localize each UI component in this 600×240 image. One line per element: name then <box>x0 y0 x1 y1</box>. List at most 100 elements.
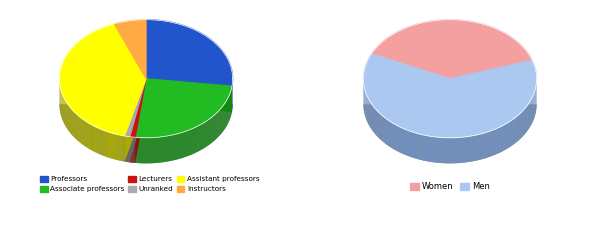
Polygon shape <box>416 133 418 159</box>
Polygon shape <box>94 126 95 152</box>
Polygon shape <box>431 136 432 162</box>
Polygon shape <box>517 115 518 141</box>
Polygon shape <box>122 136 124 161</box>
Polygon shape <box>384 117 385 143</box>
Polygon shape <box>92 125 93 151</box>
Polygon shape <box>379 112 380 139</box>
Polygon shape <box>78 115 79 141</box>
Polygon shape <box>412 132 413 158</box>
Polygon shape <box>513 119 514 145</box>
Polygon shape <box>432 137 434 162</box>
Polygon shape <box>509 121 511 147</box>
Polygon shape <box>171 135 172 161</box>
Polygon shape <box>107 132 108 157</box>
Polygon shape <box>186 131 187 157</box>
Polygon shape <box>157 137 158 163</box>
Polygon shape <box>145 138 146 163</box>
Polygon shape <box>514 118 515 144</box>
Polygon shape <box>150 138 151 163</box>
Polygon shape <box>114 134 115 159</box>
Polygon shape <box>103 130 104 156</box>
Polygon shape <box>180 133 181 159</box>
Polygon shape <box>130 79 146 137</box>
Polygon shape <box>139 138 140 163</box>
Polygon shape <box>374 107 375 134</box>
Polygon shape <box>179 133 180 159</box>
Polygon shape <box>490 131 491 157</box>
Polygon shape <box>388 120 389 147</box>
Polygon shape <box>526 106 527 133</box>
Polygon shape <box>373 106 374 133</box>
Polygon shape <box>93 126 94 151</box>
Polygon shape <box>499 127 500 153</box>
Polygon shape <box>471 136 473 162</box>
Polygon shape <box>369 100 370 126</box>
Polygon shape <box>524 108 525 135</box>
Polygon shape <box>421 134 422 160</box>
Polygon shape <box>98 128 100 154</box>
Polygon shape <box>153 138 154 163</box>
Polygon shape <box>376 109 377 136</box>
Polygon shape <box>458 138 459 163</box>
Polygon shape <box>377 111 379 138</box>
Polygon shape <box>393 123 395 150</box>
Polygon shape <box>476 135 478 161</box>
Polygon shape <box>473 135 474 161</box>
Polygon shape <box>125 79 146 137</box>
Polygon shape <box>154 138 155 163</box>
Polygon shape <box>463 137 464 163</box>
Polygon shape <box>59 24 146 136</box>
Polygon shape <box>484 133 485 159</box>
Polygon shape <box>422 135 424 161</box>
Polygon shape <box>508 122 509 148</box>
Polygon shape <box>529 102 530 129</box>
Polygon shape <box>522 110 523 137</box>
Polygon shape <box>119 135 121 161</box>
Polygon shape <box>398 126 400 152</box>
Polygon shape <box>442 138 444 163</box>
Polygon shape <box>491 130 493 156</box>
Polygon shape <box>146 138 147 163</box>
Polygon shape <box>520 112 521 139</box>
Polygon shape <box>108 132 109 158</box>
Polygon shape <box>155 137 157 163</box>
Polygon shape <box>481 133 482 160</box>
Polygon shape <box>101 129 103 155</box>
Polygon shape <box>175 134 176 160</box>
Polygon shape <box>530 100 531 126</box>
Polygon shape <box>370 102 371 129</box>
Polygon shape <box>400 127 401 153</box>
Polygon shape <box>418 133 419 160</box>
Polygon shape <box>505 123 506 150</box>
Polygon shape <box>113 133 114 159</box>
Polygon shape <box>493 129 494 156</box>
Polygon shape <box>148 138 149 163</box>
Polygon shape <box>177 134 178 160</box>
Polygon shape <box>135 79 232 138</box>
Polygon shape <box>528 103 529 130</box>
Polygon shape <box>146 79 232 112</box>
Polygon shape <box>488 131 490 157</box>
Polygon shape <box>85 121 86 147</box>
Polygon shape <box>151 138 152 163</box>
Polygon shape <box>389 121 391 147</box>
Polygon shape <box>437 137 439 163</box>
Polygon shape <box>446 138 448 163</box>
Polygon shape <box>440 138 442 163</box>
Polygon shape <box>105 131 106 157</box>
Polygon shape <box>439 137 440 163</box>
Polygon shape <box>494 129 496 155</box>
Polygon shape <box>404 129 406 155</box>
Polygon shape <box>106 131 107 157</box>
Polygon shape <box>130 79 146 162</box>
Legend: Professors, Associate professors, Lecturers, Unranked, Assistant professors, Ins: Professors, Associate professors, Lectur… <box>37 173 263 195</box>
Polygon shape <box>527 104 528 131</box>
Polygon shape <box>516 116 517 142</box>
Polygon shape <box>406 129 407 156</box>
Polygon shape <box>382 115 383 141</box>
Polygon shape <box>100 129 101 155</box>
Polygon shape <box>161 137 162 162</box>
Polygon shape <box>523 109 524 136</box>
Polygon shape <box>124 136 125 162</box>
Polygon shape <box>130 79 146 162</box>
